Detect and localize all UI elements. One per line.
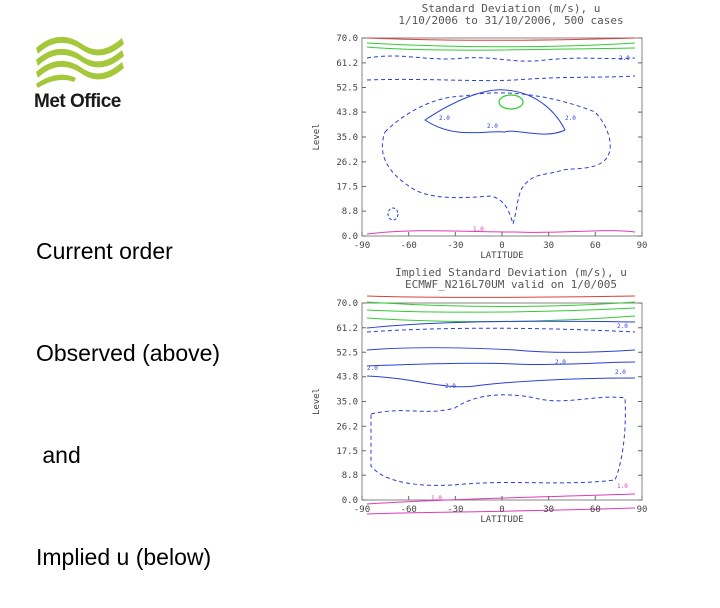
y-tick-label: 0.0	[342, 232, 358, 242]
y-tick-label: 35.0	[336, 398, 358, 408]
contour-label: 1.0	[473, 226, 484, 233]
contour-label: 2.0	[619, 55, 630, 62]
y-tick-label: 52.5	[336, 348, 358, 358]
logo-leaf-icon	[36, 36, 124, 88]
contour-magenta	[366, 493, 636, 505]
x-tick-label: -90	[354, 241, 370, 251]
caption-line-2: Observed (above)	[36, 340, 221, 366]
implied-chart-svg: Implied Standard Deviation (m/s), u ECMW…	[312, 266, 648, 525]
x-tick-label: -30	[447, 241, 463, 251]
contour-blue-top	[366, 327, 636, 333]
observed-chart-svg: Standard Deviation (m/s), u 1/10/2006 to…	[312, 2, 648, 261]
caption-line-1: Current order	[36, 238, 173, 264]
chart-title: Implied Standard Deviation (m/s), u	[395, 266, 627, 279]
contour-green	[366, 307, 636, 313]
x-tick-label: 30	[543, 241, 554, 251]
x-tick-label: -30	[447, 505, 463, 515]
plot-frame	[361, 302, 643, 501]
y-tick-label: 70.0	[336, 34, 358, 44]
contour-label: 2.0	[445, 383, 456, 390]
y-axis-label: Level	[312, 388, 322, 415]
y-tick-label: 26.2	[336, 422, 358, 432]
y-tick-label: 70.0	[336, 299, 358, 309]
contour-red	[366, 37, 636, 41]
contour-magenta	[366, 507, 636, 515]
y-tick-label: 43.8	[336, 108, 358, 118]
y-tick-label: 35.0	[336, 133, 358, 143]
y-tick-label: 17.5	[336, 447, 358, 457]
contour-label: 2.0	[615, 369, 626, 376]
contour-blue-top	[366, 55, 636, 62]
x-tick-label: 90	[637, 505, 648, 515]
y-axis-label: Level	[312, 123, 322, 150]
y-tick-label: 8.8	[342, 207, 358, 217]
x-tick-label: 60	[590, 241, 601, 251]
contour-label: 2.0	[439, 115, 450, 122]
x-tick-label: 0	[499, 241, 504, 251]
x-tick-label: 0	[499, 505, 504, 515]
x-tick-label: -90	[354, 505, 370, 515]
caption-line-4: Implied u (below)	[36, 544, 212, 570]
y-tick-label: 0.0	[342, 496, 358, 506]
x-tick-label: -60	[401, 505, 417, 515]
contour-label: 2.0	[617, 323, 628, 330]
y-tick-label: 61.2	[336, 324, 358, 334]
contour-label: 2.0	[367, 365, 378, 372]
contour-label: 2.0	[565, 115, 576, 122]
chart-subtitle: ECMWF_N216L70UM valid on 1/0/005	[405, 278, 617, 291]
contour-blue-top	[366, 320, 636, 329]
implied-std-dev-chart: Implied Standard Deviation (m/s), u ECMW…	[305, 266, 665, 540]
met-office-logo	[30, 30, 130, 120]
contour-label: 2.0	[487, 123, 498, 130]
x-axis-label: LATITUDE	[480, 515, 523, 525]
contour-blue-top	[366, 75, 636, 82]
chart-subtitle: 1/10/2006 to 31/10/2006, 500 cases	[398, 14, 623, 27]
contour-green	[366, 301, 636, 307]
x-tick-label: 60	[590, 505, 601, 515]
contour-green	[366, 46, 636, 51]
caption: Current order Observed (above) and Impli…	[36, 166, 220, 608]
y-tick-label: 43.8	[336, 373, 358, 383]
x-tick-label: -60	[401, 241, 417, 251]
contour-label: 1.0	[617, 483, 628, 490]
contour-magenta	[366, 230, 636, 235]
observed-std-dev-chart: Standard Deviation (m/s), u 1/10/2006 to…	[305, 0, 665, 266]
contour-blue-big	[381, 92, 611, 226]
contour-blue-mid	[366, 361, 636, 367]
y-tick-label: 26.2	[336, 158, 358, 168]
contour-red	[366, 295, 636, 298]
x-tick-label: 30	[543, 505, 554, 515]
y-tick-label: 8.8	[342, 471, 358, 481]
y-tick-label: 17.5	[336, 183, 358, 193]
contour-blue-mid	[424, 89, 566, 135]
contour-green-center	[498, 94, 524, 110]
contour-blue-small	[387, 207, 399, 221]
caption-line-3: and	[36, 442, 81, 468]
contour-blue-mid	[366, 375, 636, 388]
y-tick-label: 52.5	[336, 84, 358, 94]
chart-title: Standard Deviation (m/s), u	[422, 2, 601, 15]
plot-frame	[361, 37, 643, 237]
y-tick-label: 61.2	[336, 59, 358, 69]
contour-blue-mid	[366, 347, 636, 353]
contour-label: 2.0	[555, 359, 566, 366]
contour-blue-big	[370, 394, 626, 486]
contour-green	[366, 42, 636, 48]
x-axis-label: LATITUDE	[480, 251, 523, 261]
x-tick-label: 90	[637, 241, 648, 251]
contour-label: 1.0	[431, 495, 442, 502]
logo-text: Met Office	[34, 91, 121, 112]
contour-green	[366, 315, 636, 323]
